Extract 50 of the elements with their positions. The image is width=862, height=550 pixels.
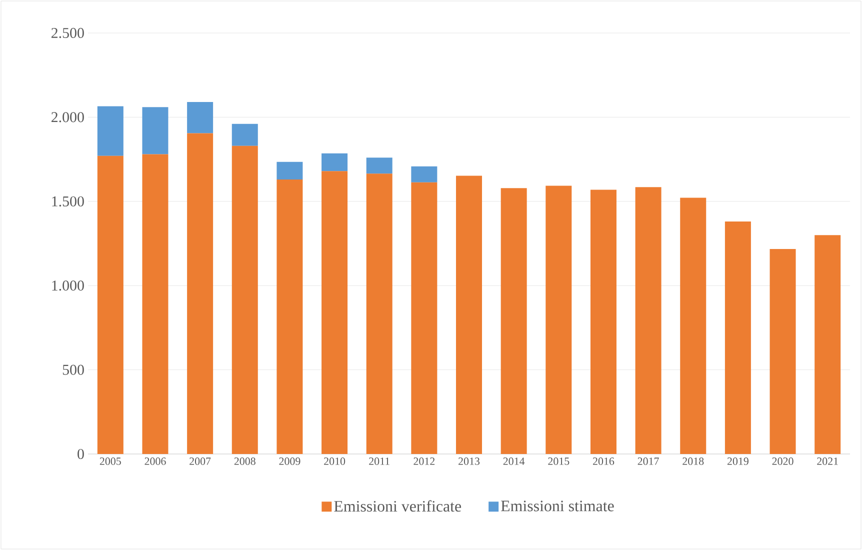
bar bbox=[276, 162, 303, 180]
x-tick-label: 2015 bbox=[548, 458, 570, 465]
x-tick-label: 2017 bbox=[638, 458, 659, 465]
y-tick-label: 1.000 bbox=[52, 280, 84, 291]
x-tick-label: 2009 bbox=[279, 458, 300, 465]
bar bbox=[322, 171, 348, 454]
bar bbox=[411, 182, 438, 454]
bar bbox=[500, 188, 527, 454]
x-tick-label: 2016 bbox=[593, 458, 614, 465]
bar bbox=[411, 166, 438, 182]
x-tick-label: 2010 bbox=[324, 458, 346, 465]
x-tick-label: 2018 bbox=[682, 458, 704, 465]
bar bbox=[366, 174, 392, 454]
x-tick-label: 2012 bbox=[414, 458, 435, 465]
x-tick-label: 2019 bbox=[727, 458, 748, 465]
x-tick-label: 2005 bbox=[100, 458, 121, 465]
bar bbox=[187, 133, 214, 454]
y-tick-label: 0 bbox=[78, 448, 84, 460]
legend-label: Emissioni verificate bbox=[334, 500, 462, 512]
bar bbox=[366, 158, 392, 174]
bar bbox=[590, 190, 616, 454]
bar bbox=[546, 186, 572, 454]
bar bbox=[97, 156, 124, 454]
bar bbox=[232, 146, 258, 454]
x-tick-label: 2011 bbox=[369, 458, 390, 465]
bar bbox=[97, 106, 124, 156]
bar bbox=[635, 187, 662, 454]
bar bbox=[187, 102, 214, 134]
x-tick-label: 2020 bbox=[772, 458, 794, 465]
bar bbox=[142, 154, 168, 454]
y-tick-label: 2.500 bbox=[52, 28, 84, 38]
x-tick-label: 2021 bbox=[817, 458, 838, 465]
x-tick-label: 2014 bbox=[503, 458, 525, 465]
bar bbox=[814, 235, 841, 454]
bar bbox=[322, 153, 348, 172]
bar bbox=[770, 249, 796, 454]
bar bbox=[680, 198, 706, 454]
bar bbox=[142, 107, 168, 154]
y-tick-label: 1.500 bbox=[52, 196, 84, 206]
x-tick-label: 2006 bbox=[144, 458, 166, 465]
bar bbox=[724, 221, 751, 454]
bar bbox=[232, 124, 258, 146]
x-tick-label: 2008 bbox=[234, 458, 256, 465]
x-tick-label: 2007 bbox=[190, 458, 211, 465]
bar bbox=[276, 180, 303, 454]
x-tick-label: 2013 bbox=[458, 458, 480, 465]
y-tick-label: 2.000 bbox=[52, 112, 84, 122]
y-tick-label: 500 bbox=[62, 364, 84, 375]
legend-label: Emissioni stimate bbox=[501, 500, 614, 512]
bar bbox=[456, 176, 482, 454]
